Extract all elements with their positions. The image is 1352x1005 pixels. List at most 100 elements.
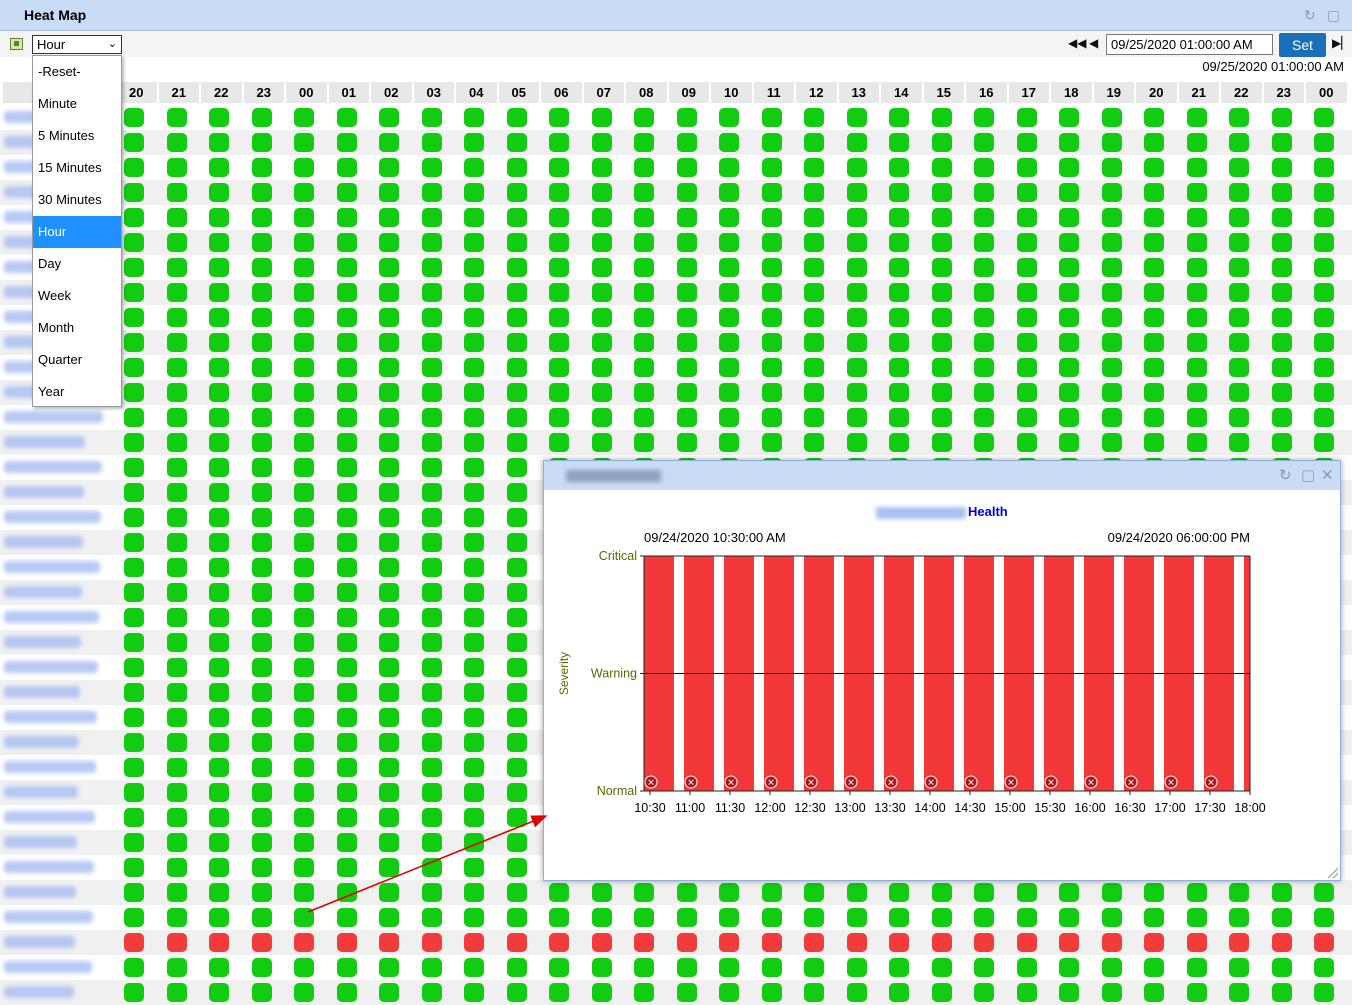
heatmap-cell-normal[interactable] <box>761 258 782 277</box>
heatmap-cell-normal[interactable] <box>379 708 399 727</box>
heatmap-cell-critical[interactable] <box>464 933 484 952</box>
heatmap-cell-normal[interactable] <box>166 358 187 377</box>
heatmap-cell-normal[interactable] <box>889 908 909 927</box>
heatmap-cell-normal[interactable] <box>336 433 357 452</box>
row-label-redacted[interactable] <box>4 711 97 723</box>
heatmap-cell-normal[interactable] <box>1314 333 1334 352</box>
heatmap-cell-normal[interactable] <box>974 408 994 427</box>
heatmap-cell-normal[interactable] <box>464 758 484 777</box>
heatmap-cell-normal[interactable] <box>421 358 442 377</box>
heatmap-cell-normal[interactable] <box>1144 158 1164 177</box>
heatmap-cell-critical[interactable] <box>1059 933 1079 952</box>
heatmap-cell-normal[interactable] <box>974 308 994 327</box>
heatmap-cell-normal[interactable] <box>464 858 484 877</box>
heatmap-cell-normal[interactable] <box>464 208 484 227</box>
heatmap-cell-normal[interactable] <box>1186 133 1207 152</box>
heatmap-cell-normal[interactable] <box>336 833 357 852</box>
heatmap-cell-normal[interactable] <box>379 658 399 677</box>
heatmap-cell-normal[interactable] <box>931 908 952 927</box>
heatmap-cell-normal[interactable] <box>421 658 442 677</box>
heatmap-cell-normal[interactable] <box>506 458 527 477</box>
heatmap-cell-normal[interactable] <box>1101 158 1122 177</box>
heatmap-cell-normal[interactable] <box>421 908 442 927</box>
heatmap-cell-normal[interactable] <box>549 958 569 977</box>
heatmap-cell-normal[interactable] <box>846 183 867 202</box>
heatmap-cell-normal[interactable] <box>209 733 229 752</box>
heatmap-cell-normal[interactable] <box>1144 333 1164 352</box>
heatmap-cell-normal[interactable] <box>889 883 909 902</box>
heatmap-cell-normal[interactable] <box>1229 908 1249 927</box>
heatmap-cell-normal[interactable] <box>1016 133 1037 152</box>
heatmap-cell-critical[interactable] <box>591 933 612 952</box>
heatmap-cell-normal[interactable] <box>421 258 442 277</box>
heatmap-cell-normal[interactable] <box>506 708 527 727</box>
heatmap-cell-normal[interactable] <box>506 958 527 977</box>
heatmap-cell-normal[interactable] <box>209 383 229 402</box>
heatmap-cell-normal[interactable] <box>421 983 442 1002</box>
heatmap-cell-normal[interactable] <box>209 808 229 827</box>
heatmap-cell-normal[interactable] <box>251 558 272 577</box>
heatmap-cell-normal[interactable] <box>931 133 952 152</box>
heatmap-cell-normal[interactable] <box>506 258 527 277</box>
heatmap-cell-normal[interactable] <box>421 483 442 502</box>
heatmap-cell-normal[interactable] <box>1101 183 1122 202</box>
heatmap-cell-normal[interactable] <box>421 708 442 727</box>
heatmap-cell-normal[interactable] <box>124 158 144 177</box>
column-header-hour[interactable]: 10 <box>710 82 752 103</box>
heatmap-cell-normal[interactable] <box>1229 258 1249 277</box>
heatmap-cell-normal[interactable] <box>1101 408 1122 427</box>
dropdown-option[interactable]: Week <box>38 288 71 303</box>
heatmap-cell-normal[interactable] <box>1059 208 1079 227</box>
heatmap-cell-normal[interactable] <box>1059 408 1079 427</box>
heatmap-cell-normal[interactable] <box>506 383 527 402</box>
heatmap-cell-critical[interactable] <box>804 933 824 952</box>
heatmap-cell-normal[interactable] <box>464 133 484 152</box>
heatmap-cell-critical[interactable] <box>1016 933 1037 952</box>
heatmap-cell-normal[interactable] <box>1144 358 1164 377</box>
heatmap-cell-normal[interactable] <box>1016 258 1037 277</box>
heatmap-cell-normal[interactable] <box>506 158 527 177</box>
heatmap-cell-normal[interactable] <box>336 783 357 802</box>
heatmap-cell-normal[interactable] <box>719 258 739 277</box>
heatmap-cell-normal[interactable] <box>336 133 357 152</box>
heatmap-cell-normal[interactable] <box>294 808 314 827</box>
heatmap-cell-normal[interactable] <box>506 233 527 252</box>
heatmap-cell-normal[interactable] <box>421 333 442 352</box>
heatmap-cell-normal[interactable] <box>719 208 739 227</box>
heatmap-cell-normal[interactable] <box>166 608 187 627</box>
heatmap-cell-normal[interactable] <box>1229 433 1249 452</box>
heatmap-cell-normal[interactable] <box>506 608 527 627</box>
heatmap-cell-normal[interactable] <box>506 183 527 202</box>
heatmap-cell-normal[interactable] <box>634 958 654 977</box>
heatmap-cell-normal[interactable] <box>591 258 612 277</box>
heatmap-cell-normal[interactable] <box>591 308 612 327</box>
heatmap-cell-normal[interactable] <box>974 208 994 227</box>
heatmap-cell-normal[interactable] <box>464 308 484 327</box>
row-label-redacted[interactable] <box>4 911 93 923</box>
heatmap-cell-normal[interactable] <box>889 433 909 452</box>
heatmap-cell-normal[interactable] <box>506 783 527 802</box>
heatmap-cell-normal[interactable] <box>1144 883 1164 902</box>
heatmap-cell-normal[interactable] <box>1144 408 1164 427</box>
dropdown-option[interactable]: -Reset- <box>38 64 81 79</box>
heatmap-cell-normal[interactable] <box>1101 983 1122 1002</box>
heatmap-cell-normal[interactable] <box>719 908 739 927</box>
row-label-redacted[interactable] <box>4 411 103 423</box>
heatmap-cell-normal[interactable] <box>931 233 952 252</box>
heatmap-cell-normal[interactable] <box>1016 908 1037 927</box>
heatmap-cell-critical[interactable] <box>209 933 229 952</box>
heatmap-cell-normal[interactable] <box>549 183 569 202</box>
heatmap-cell-normal[interactable] <box>931 433 952 452</box>
heatmap-cell-normal[interactable] <box>804 383 824 402</box>
heatmap-cell-normal[interactable] <box>1271 383 1292 402</box>
heatmap-cell-normal[interactable] <box>889 358 909 377</box>
column-header-hour[interactable]: 22 <box>1220 82 1262 103</box>
heatmap-cell-normal[interactable] <box>1271 358 1292 377</box>
heatmap-cell-normal[interactable] <box>931 883 952 902</box>
heatmap-cell-normal[interactable] <box>1144 908 1164 927</box>
heatmap-cell-normal[interactable] <box>974 333 994 352</box>
column-header-hour[interactable]: 00 <box>285 82 327 103</box>
heatmap-cell-normal[interactable] <box>1144 308 1164 327</box>
heatmap-cell-normal[interactable] <box>1059 383 1079 402</box>
heatmap-cell-normal[interactable] <box>676 133 697 152</box>
